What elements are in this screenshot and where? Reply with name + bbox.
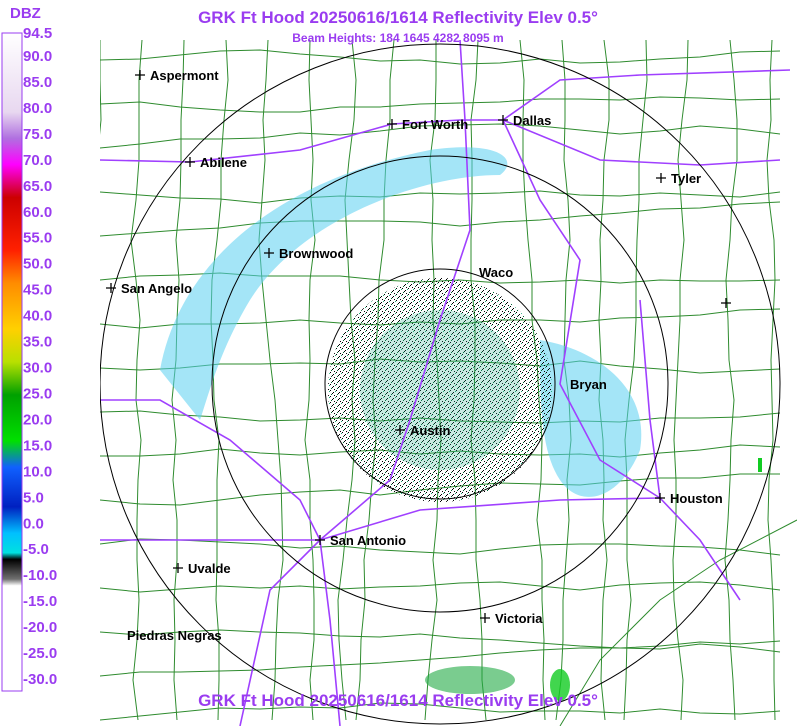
legend-label: -15.0	[23, 593, 57, 610]
legend-label: 60.0	[23, 204, 52, 221]
county-line	[99, 190, 781, 204]
legend-label: 55.0	[23, 230, 52, 247]
legend-label: 10.0	[23, 463, 52, 480]
county-line	[672, 39, 689, 721]
city-label: Aspermont	[150, 68, 219, 83]
legend-label: 90.0	[23, 48, 52, 65]
city-label: San Angelo	[121, 281, 192, 296]
legend-label: 70.0	[23, 152, 52, 169]
city-label: Houston	[670, 491, 723, 506]
city-marker	[315, 535, 325, 545]
legend-label: 15.0	[23, 437, 52, 454]
county-line	[99, 49, 781, 65]
legend-label: 50.0	[23, 256, 52, 273]
city-marker	[135, 70, 145, 80]
legend-label: 85.0	[23, 74, 52, 91]
city-label: Uvalde	[188, 561, 231, 576]
legend-label: 0.0	[23, 515, 44, 532]
county-line	[99, 96, 781, 113]
legend-labels: 94.5 90.0 85.0 80.0 75.0 70.0 65.0 60.0 55.0 50.0…	[23, 25, 57, 688]
county-line	[766, 39, 776, 721]
city-marker	[721, 298, 731, 308]
county-line	[130, 39, 143, 721]
legend-label: 65.0	[23, 178, 52, 195]
county-line	[258, 39, 284, 721]
city-label: Bryan	[570, 377, 607, 392]
city-marker	[173, 563, 183, 573]
city-marker	[106, 283, 116, 293]
city-marker	[395, 425, 405, 435]
city-label: Waco	[479, 265, 513, 280]
city-label: Abilene	[200, 155, 247, 170]
subtitle: Beam Heights: 184 1645 4282 8095 m	[292, 31, 503, 45]
legend-label: -20.0	[23, 619, 57, 636]
city-label: Fort Worth	[402, 117, 468, 132]
legend-label: 80.0	[23, 100, 52, 117]
legend-label: -10.0	[23, 567, 57, 584]
legend-label: 30.0	[23, 360, 52, 377]
city-marker	[387, 119, 397, 129]
county-line	[210, 39, 229, 721]
city-marker	[264, 248, 274, 258]
title: GRK Ft Hood 20250616/1614 Reflectivity E…	[198, 8, 598, 27]
city-marker	[498, 115, 508, 125]
city-marker	[185, 157, 195, 167]
city-label: Austin	[410, 423, 451, 438]
legend-label: -25.0	[23, 645, 57, 662]
legend-unit: DBZ	[10, 5, 41, 22]
legend-label: 25.0	[23, 385, 52, 402]
legend-label: 40.0	[23, 308, 52, 325]
city-marker	[655, 493, 665, 503]
county-line	[99, 201, 781, 237]
color-bar	[1, 32, 23, 692]
city-marker	[656, 173, 666, 183]
legend-label: 45.0	[23, 282, 52, 299]
legend-label: 94.5	[23, 25, 52, 42]
legend-label: -5.0	[23, 541, 49, 558]
radar-echoes	[160, 147, 762, 701]
legend-label: 20.0	[23, 411, 52, 428]
coastline	[559, 519, 797, 726]
county-line	[99, 702, 781, 721]
county-line	[99, 538, 781, 556]
city-label: Brownwood	[279, 246, 353, 261]
cities: Aspermont Abilene Fort Worth Dallas Tyler Bro…	[106, 68, 731, 643]
county-line	[623, 39, 648, 721]
legend-label: 35.0	[23, 334, 52, 351]
county-line	[99, 640, 781, 677]
footer-title: GRK Ft Hood 20250616/1614 Reflectivity E…	[198, 691, 598, 710]
city-label: San Antonio	[330, 533, 406, 548]
legend-label: 75.0	[23, 126, 52, 143]
city-label: Tyler	[671, 171, 701, 186]
county-line	[724, 39, 738, 721]
county-line	[99, 629, 781, 653]
city-label: Piedras Negras	[127, 628, 222, 643]
roads	[99, 39, 791, 726]
county-line	[304, 39, 316, 721]
legend-label: -30.0	[23, 671, 57, 688]
legend-label: 5.0	[23, 489, 44, 506]
city-label: Victoria	[495, 611, 543, 626]
city-label: Dallas	[513, 113, 551, 128]
county-line	[99, 581, 781, 593]
city-marker	[480, 613, 490, 623]
